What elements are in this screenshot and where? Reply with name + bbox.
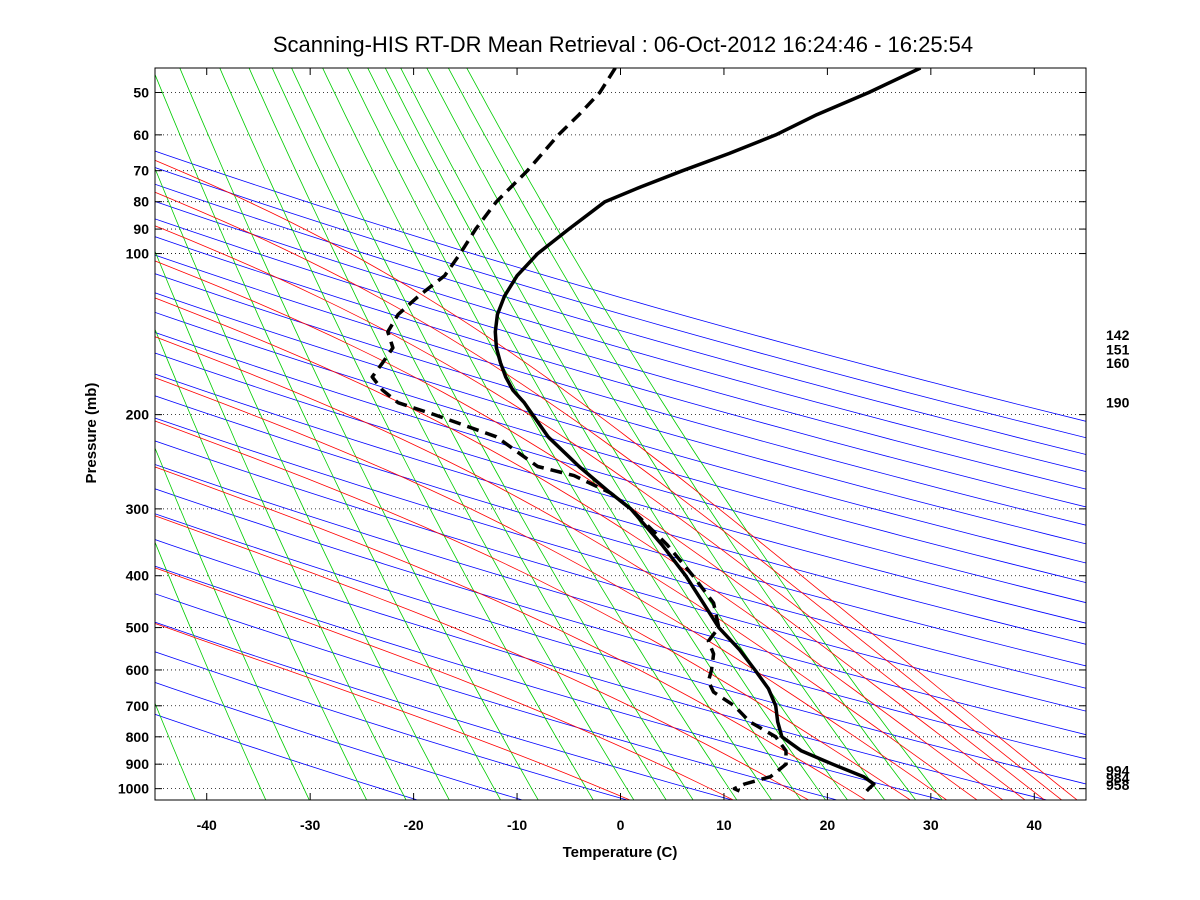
dry-adiabat-line xyxy=(155,440,1086,712)
dry-adiabat-line xyxy=(155,417,1086,689)
y-tick-label: 200 xyxy=(126,407,150,423)
mixing-ratio-line xyxy=(155,250,407,800)
y-tick-label: 500 xyxy=(126,620,150,636)
right-annotation: 151 xyxy=(1106,341,1130,357)
x-tick-label: -10 xyxy=(507,817,527,833)
moist-adiabat-line xyxy=(155,567,735,800)
right-annotation: 160 xyxy=(1106,355,1130,371)
dry-adiabat-line xyxy=(155,565,944,800)
mixing-ratio-line xyxy=(426,68,886,800)
moist-adiabat-line xyxy=(155,225,1046,800)
dry-adiabat-line xyxy=(155,651,629,800)
dry-adiabat-line xyxy=(155,150,1086,422)
mixing-ratio-line xyxy=(322,68,738,800)
x-axis-ticks: -40 -30 -20 -10 0 10 20 30 40 xyxy=(197,68,1042,833)
moist-adiabat-line xyxy=(155,377,948,800)
y-tick-label: 100 xyxy=(126,246,150,262)
dry-adiabat-line xyxy=(155,218,1086,490)
dry-adiabat-line xyxy=(155,373,1086,645)
x-tick-label: 10 xyxy=(716,817,732,833)
thermodynamic-background xyxy=(155,68,1086,800)
mixing-ratio-line xyxy=(179,68,539,800)
mixing-ratio-line xyxy=(155,446,310,800)
mixing-ratio-line xyxy=(271,68,667,800)
x-tick-label: -20 xyxy=(403,817,423,833)
dry-adiabat-line xyxy=(155,273,1086,545)
x-tick-label: -30 xyxy=(300,817,320,833)
x-tick-label: 0 xyxy=(617,817,625,833)
sounding-profiles xyxy=(370,68,922,793)
x-axis-label: Temperature (C) xyxy=(563,844,678,861)
moist-adiabat-line xyxy=(155,159,1078,800)
dry-adiabat-line xyxy=(155,254,1086,526)
dry-adiabat-line xyxy=(155,183,1086,455)
y-tick-label: 80 xyxy=(133,194,149,210)
moist-adiabat-line xyxy=(155,623,631,800)
moist-adiabat-line xyxy=(155,336,978,800)
x-tick-label: 40 xyxy=(1026,817,1042,833)
y-tick-label: 600 xyxy=(126,662,150,678)
mixing-ratio-line xyxy=(155,73,502,800)
chart-title: Scanning-HIS RT-DR Mean Retrieval : 06-O… xyxy=(273,32,973,57)
dry-adiabat-line xyxy=(155,236,1086,508)
y-tick-label: 700 xyxy=(126,698,150,714)
moist-adiabat-line xyxy=(155,515,810,800)
dry-adiabat-line xyxy=(155,200,1086,472)
right-annotation: 142 xyxy=(1106,327,1130,343)
plot-area xyxy=(155,68,1086,800)
x-tick-label: 20 xyxy=(820,817,836,833)
y-tick-label: 60 xyxy=(133,127,149,143)
y-tick-label: 800 xyxy=(126,729,150,745)
y-tick-label: 300 xyxy=(126,501,150,517)
mixing-ratio-line xyxy=(155,167,450,800)
dry-adiabat-line xyxy=(155,464,1086,736)
mixing-ratio-line xyxy=(367,68,802,800)
dry-adiabat-line xyxy=(155,488,1086,760)
y-tick-label: 50 xyxy=(133,84,149,100)
dry-adiabat-line xyxy=(155,593,839,800)
y-tick-label: 900 xyxy=(126,756,150,772)
mixing-ratio-line xyxy=(155,328,368,800)
dry-adiabat-line xyxy=(155,395,1086,667)
moist-adiabat-line xyxy=(155,260,1026,800)
y-axis-ticks: 50 60 70 80 90 100 200 300 400 500 600 700 800 900 100… xyxy=(118,84,1086,797)
right-annotation: 190 xyxy=(1106,395,1130,411)
dewpoint-profile xyxy=(370,68,788,793)
dry-adiabat-line xyxy=(155,621,734,800)
right-annotation: 984 xyxy=(1106,770,1130,786)
y-tick-label: 1000 xyxy=(118,781,149,797)
right-annotation: 958 xyxy=(1106,777,1130,793)
y-tick-label: 400 xyxy=(126,568,150,584)
mixing-ratio-line xyxy=(155,541,267,800)
x-tick-label: 30 xyxy=(923,817,939,833)
mixing-ratio-line xyxy=(384,68,827,800)
mixing-ratio-line xyxy=(447,68,917,800)
dry-adiabat-line xyxy=(155,292,1086,564)
temperature-profile xyxy=(493,68,922,793)
moist-adiabat-line xyxy=(155,420,912,800)
dry-adiabat-line xyxy=(155,352,1086,624)
moist-adiabat-line xyxy=(155,297,1004,800)
mixing-ratio-line xyxy=(466,68,943,800)
dry-adiabat-line xyxy=(155,513,1086,785)
mixing-ratio-line xyxy=(346,68,773,800)
mixing-ratio-line xyxy=(291,68,694,800)
dry-adiabat-line xyxy=(155,331,1086,604)
dry-adiabat-line xyxy=(155,539,1049,800)
y-tick-label: 70 xyxy=(133,163,149,179)
x-tick-label: -40 xyxy=(197,817,217,833)
y-tick-label: 90 xyxy=(133,221,149,237)
moist-adiabat-line xyxy=(155,191,1063,800)
mixing-ratio-line xyxy=(248,68,635,800)
mixing-ratio-line xyxy=(219,68,594,800)
y-axis-label: Pressure (mb) xyxy=(83,383,100,484)
moist-adiabat-line xyxy=(155,466,867,800)
right-annotation: 994 xyxy=(1106,763,1130,779)
